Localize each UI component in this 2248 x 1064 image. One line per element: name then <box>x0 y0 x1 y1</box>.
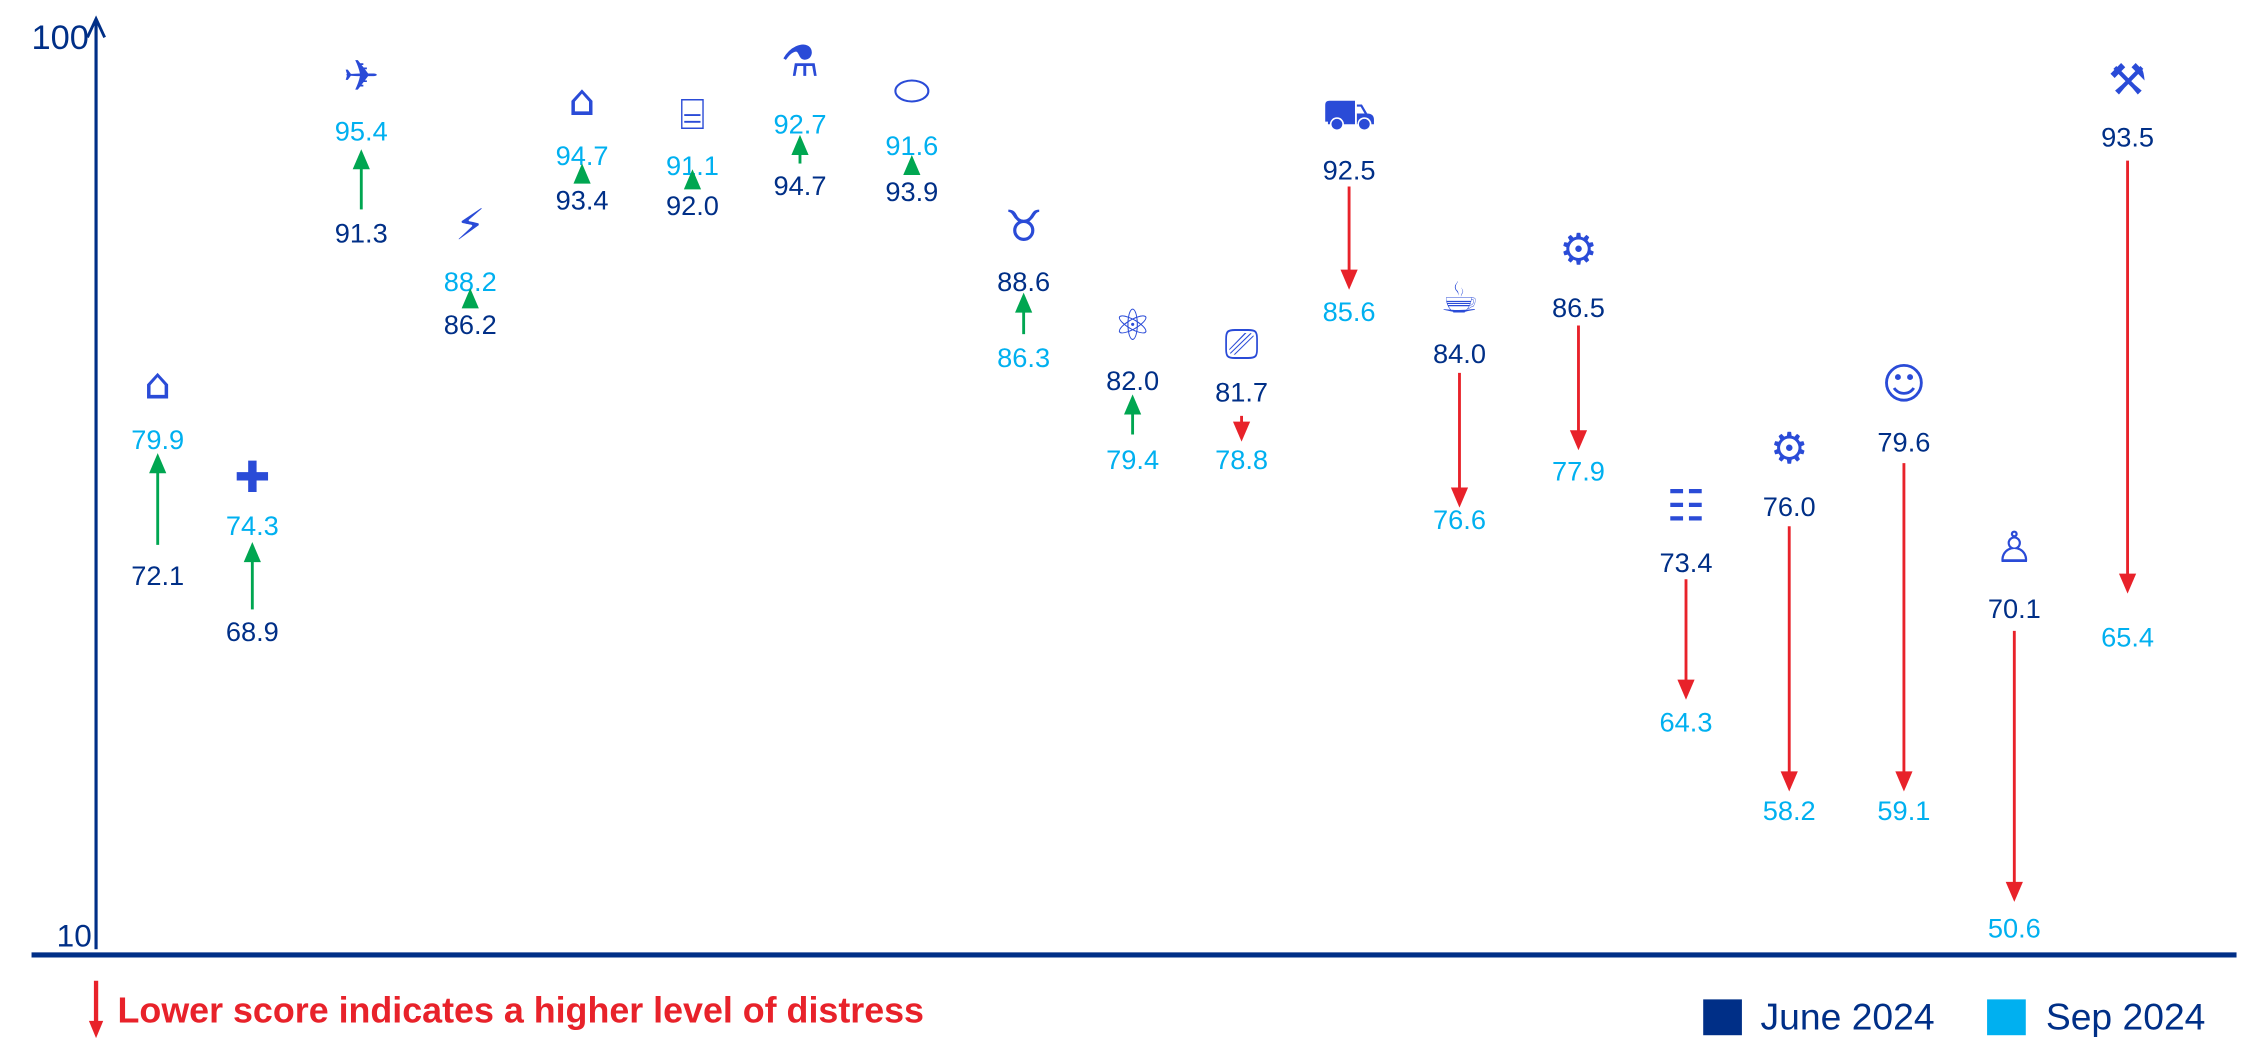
june-2024-value: 76.0 <box>1763 491 1816 522</box>
increase-arrowhead <box>903 154 921 176</box>
fast-food-icon: ☕ <box>1440 274 1479 324</box>
house-icon: ⌂ <box>568 76 595 126</box>
legend: June 2024 Sep 2024 <box>1703 995 2205 1037</box>
sep-2024-value: 86.3 <box>997 342 1050 373</box>
decrease-arrowhead <box>1569 430 1588 451</box>
increase-arrowhead <box>683 169 702 190</box>
increase-arrowhead <box>149 453 167 474</box>
decrease-arrowhead <box>1780 771 1798 792</box>
people-group-icon: ☷ <box>1667 482 1706 532</box>
sep-2024-value: 65.4 <box>2101 622 2154 653</box>
ai-head-icon: ☺ <box>1882 360 1927 410</box>
increase-arrowhead <box>352 149 370 170</box>
decrease-arrowhead <box>1450 487 1469 508</box>
increase-arrowhead <box>791 134 809 155</box>
june-2024-value: 72.1 <box>131 560 184 591</box>
truck-icon: ⛟ <box>1322 90 1376 140</box>
june-2024-value: 79.6 <box>1877 427 1930 458</box>
legend-label-sep: Sep 2024 <box>2046 995 2206 1037</box>
person-icon: ♙ <box>1995 523 2034 573</box>
hand-gear-icon: ⚙ <box>1559 225 1598 275</box>
june-2024-value: 73.4 <box>1660 547 1713 578</box>
june-2024-value: 86.5 <box>1552 292 1605 323</box>
decrease-arrowhead <box>1677 679 1695 700</box>
increase-arrowhead <box>461 288 479 309</box>
june-2024-value: 82.0 <box>1106 365 1159 396</box>
gear-wrench-icon: ⚙ <box>1770 424 1809 474</box>
sep-2024-value: 78.8 <box>1215 444 1268 475</box>
june-2024-value: 86.2 <box>444 309 497 340</box>
y-tick-10: 10 <box>57 917 92 953</box>
sep-2024-value: 85.6 <box>1323 296 1376 327</box>
airplane-icon: ✈ <box>343 51 379 101</box>
june-2024-value: 93.4 <box>556 184 609 215</box>
sep-2024-value: 58.2 <box>1763 795 1816 826</box>
energy-bolt-icon: ⚡ <box>455 201 485 251</box>
june-2024-value: 68.9 <box>226 616 279 647</box>
increase-arrowhead <box>1124 394 1142 415</box>
chart-marks: ⌂79.972.1✚74.368.9✈95.491.3 ⚡88.286.2⌂94.… <box>131 37 2154 944</box>
tools-icon: ⚒ <box>2108 56 2147 106</box>
decrease-arrowhead <box>1340 269 1358 290</box>
june-2024-value: 81.7 <box>1215 377 1268 408</box>
distress-arrowhead <box>88 1020 104 1039</box>
june-2024-value: 88.6 <box>997 266 1050 297</box>
june-2024-value: 84.0 <box>1433 338 1486 369</box>
distress-annotation: Lower score indicates a higher level of … <box>118 990 924 1030</box>
sep-2024-value: 76.6 <box>1433 504 1486 535</box>
home-in-hand-icon: ⌂ <box>144 360 171 410</box>
june-2024-value: 70.1 <box>1988 593 2041 624</box>
june-2024-value: 94.7 <box>773 170 826 201</box>
sep-2024-value: 64.3 <box>1660 706 1713 737</box>
y-tick-100: 100 <box>31 19 88 57</box>
increase-arrowhead <box>243 542 261 563</box>
sep-2024-value: 92.7 <box>773 108 826 139</box>
decrease-arrowhead <box>2005 881 2023 902</box>
sep-2024-value: 95.4 <box>335 116 388 147</box>
flask-icon: ⚗ <box>781 37 820 87</box>
video-camera-icon: ⎚ <box>1224 320 1258 370</box>
bull-icon: ♉ <box>1004 202 1043 252</box>
sep-2024-value: 79.4 <box>1106 444 1159 475</box>
increase-arrowhead <box>573 163 591 184</box>
june-2024-value: 91.3 <box>335 217 388 248</box>
legend-swatch-june <box>1703 999 1742 1036</box>
pills-icon: ⬭ <box>893 66 930 116</box>
bank-icon: ⌸ <box>680 90 706 140</box>
increase-arrowhead <box>1015 292 1033 313</box>
healthcare-hand-icon: ✚ <box>234 453 270 503</box>
june-2024-value: 92.5 <box>1323 154 1376 185</box>
legend-label-june: June 2024 <box>1761 995 1935 1037</box>
atom-icon: ⚛ <box>1113 301 1152 351</box>
sep-2024-value: 77.9 <box>1552 455 1605 486</box>
june-2024-value: 93.5 <box>2101 121 2154 152</box>
june-2024-value: 92.0 <box>666 190 719 221</box>
decrease-arrowhead <box>1232 421 1251 442</box>
y-axis-arrowhead <box>86 15 106 38</box>
sep-2024-value: 79.9 <box>131 424 184 455</box>
decrease-arrowhead <box>2118 573 2137 594</box>
sep-2024-value: 50.6 <box>1988 913 2041 944</box>
june-2024-value: 93.9 <box>885 176 938 207</box>
sep-2024-value: 59.1 <box>1877 795 1930 826</box>
legend-swatch-sep <box>1987 999 2026 1036</box>
sep-2024-value: 74.3 <box>226 510 279 541</box>
decrease-arrowhead <box>1895 771 1913 792</box>
